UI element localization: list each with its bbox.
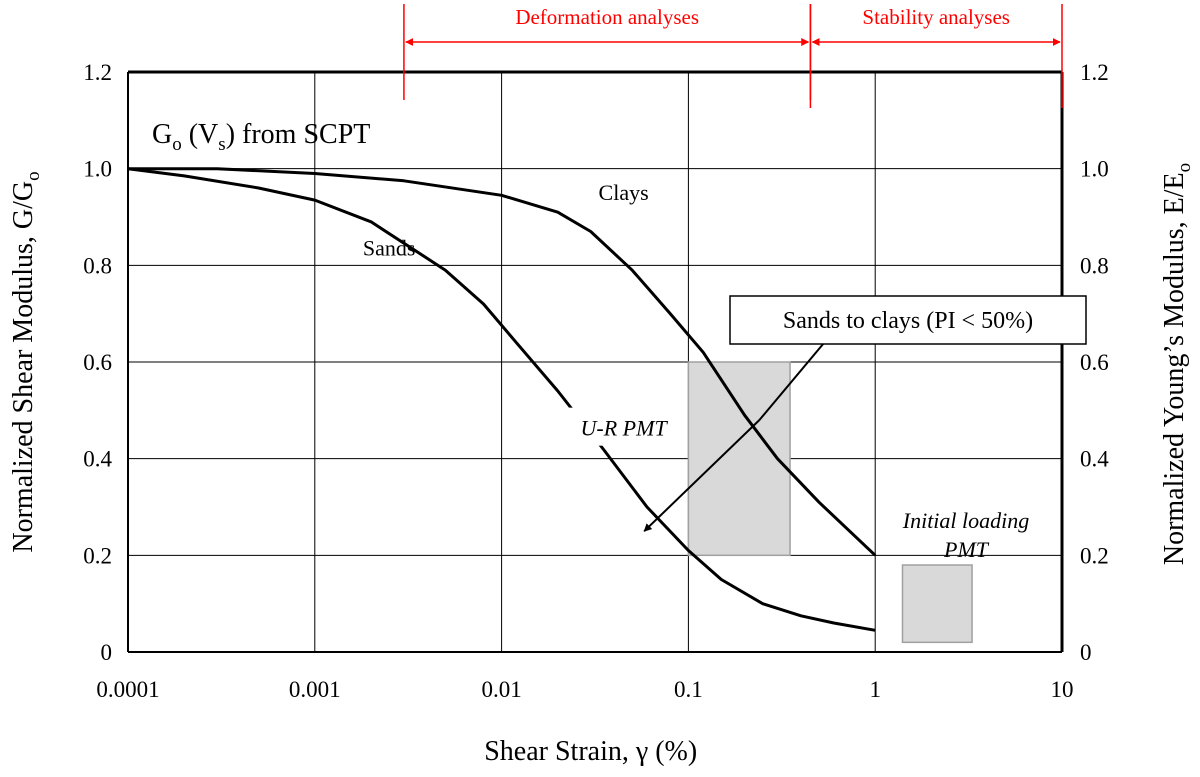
grid — [128, 72, 1062, 652]
y2-tick-label: 0.4 — [1080, 447, 1109, 472]
y-axis-title: Normalized Shear Modulus, G/Go — [8, 171, 44, 552]
x-tick-label: 0.1 — [674, 677, 703, 702]
go-title-sub-o: o — [172, 134, 182, 155]
x-tick-label: 0.001 — [289, 677, 341, 702]
initial-loading-pmt-box — [901, 564, 973, 644]
x-tick-label: 0.01 — [481, 677, 521, 702]
axes: 0 0 0.2 0.2 0.4 0.4 0.6 0.6 0.8 0.8 1.0 1.0 1.2 1.2 0.… — [8, 60, 1195, 767]
y-tick-label: 1.0 — [83, 157, 112, 182]
y2-tick-label: 0.6 — [1080, 350, 1109, 375]
series-line-clays — [128, 167, 877, 557]
go-title-paren: (V — [182, 119, 219, 150]
go-title-end: ) from SCPT — [226, 119, 371, 150]
y2-tick-label: 0.2 — [1080, 543, 1109, 568]
y2-tick-label: 0.8 — [1080, 253, 1109, 278]
ur-pmt-box — [687, 361, 791, 557]
ur-pmt-label: U-R PMT — [581, 416, 669, 441]
series-label-clays: Clays — [599, 180, 649, 205]
annotations: Clays Sands Go (Vs) from SCPT Sands to clay… — [152, 119, 1087, 562]
range-label-0: Deformation analyses — [515, 5, 699, 29]
plot-frame — [127, 70, 1064, 653]
x-tick-label: 10 — [1051, 677, 1074, 702]
callout-text-sands-to-clays: Sands to clays (PI < 50%) — [783, 308, 1033, 334]
initial-loading-label-line1: Initial loading — [902, 508, 1030, 533]
series-label-sands: Sands — [363, 236, 416, 261]
y-tick-label: 0.4 — [83, 447, 112, 472]
y2-tick-label: 1.2 — [1080, 60, 1109, 85]
y-axis-title-main: Normalized Shear Modulus, G/G — [8, 181, 39, 553]
y-tick-label: 0.6 — [83, 350, 112, 375]
go-scpt-title: Go (Vs) from SCPT — [152, 119, 370, 155]
y-tick-label: 0 — [101, 640, 113, 665]
x-tick-label: 1 — [869, 677, 881, 702]
pmt-range-boxes — [687, 361, 973, 644]
curves — [127, 167, 877, 632]
y2-tick-label: 1.0 — [1080, 157, 1109, 182]
y-tick-label: 1.2 — [83, 60, 112, 85]
initial-loading-label-line2: PMT — [943, 537, 990, 562]
x-tick-label: 0.0001 — [96, 677, 159, 702]
analysis-range-arrows: Deformation analyses Stability analyses — [403, 4, 1063, 108]
y2-axis-title-main: Normalized Young’s Modulus, E/E — [1159, 172, 1190, 565]
callout-box — [729, 295, 1087, 345]
y2-axis-title-sub: o — [1174, 163, 1195, 173]
go-title-sub-s: s — [218, 134, 225, 155]
callout-arrow-lower — [643, 419, 761, 532]
x-axis-title: Shear Strain, γ (%) — [484, 736, 697, 767]
y2-tick-label: 0 — [1080, 640, 1092, 665]
range-label-1: Stability analyses — [862, 5, 1010, 29]
y-axis-title-sub: o — [23, 171, 44, 181]
y-tick-label: 0.8 — [83, 253, 112, 278]
series-line-sands — [127, 167, 876, 632]
y2-axis-title: Normalized Young’s Modulus, E/Eo — [1159, 163, 1195, 565]
go-title-g: G — [152, 119, 172, 150]
y-tick-label: 0.2 — [83, 543, 112, 568]
ur-pmt-label-bg — [565, 407, 684, 446]
